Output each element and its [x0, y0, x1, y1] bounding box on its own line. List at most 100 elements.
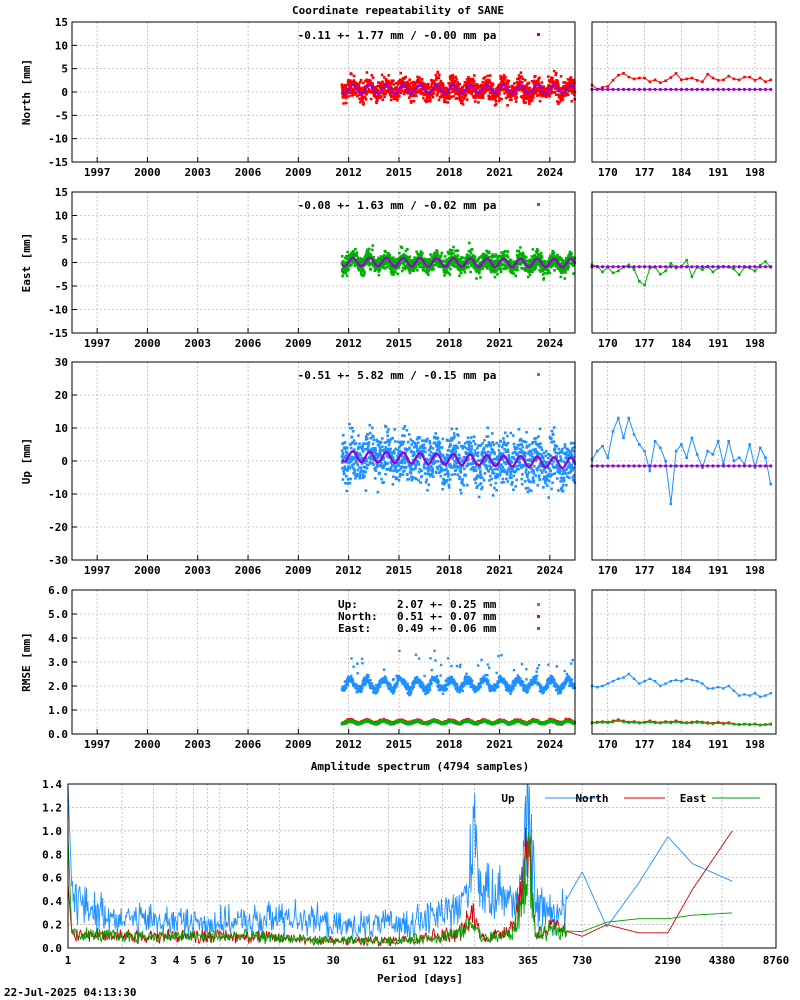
data-point: [512, 82, 516, 85]
data-point: [442, 478, 446, 482]
data-point: [520, 81, 524, 84]
data-point: [554, 83, 558, 86]
data-point: [520, 75, 523, 78]
data-point: [396, 95, 400, 99]
data-point: [507, 85, 511, 89]
data-point: [520, 443, 524, 446]
data-point: [452, 448, 455, 452]
data-point: [404, 465, 408, 469]
data-point: [402, 455, 406, 459]
data-point: [520, 482, 524, 486]
data-point: [395, 86, 399, 89]
data-point: [358, 466, 361, 469]
y-tick-label: 0: [61, 257, 68, 270]
data-point: [486, 435, 490, 438]
data-point: [404, 75, 408, 79]
data-point: [461, 447, 465, 450]
data-point: [397, 479, 401, 482]
legend-marker: [537, 203, 540, 206]
data-point: [448, 91, 452, 95]
data-point: [547, 456, 550, 460]
data-point: [342, 441, 346, 445]
data-point: [523, 258, 526, 261]
data-point: [434, 441, 437, 444]
data-point: [383, 441, 387, 444]
data-point: [429, 474, 432, 478]
data-point: [531, 455, 534, 459]
data-point: [349, 260, 352, 264]
data-point: [452, 245, 455, 249]
data-point: [390, 79, 394, 83]
data-point: [529, 258, 533, 262]
data-point: [562, 271, 565, 274]
data-point: [561, 472, 564, 476]
data-point: [480, 92, 484, 96]
data-point: [503, 92, 506, 95]
data-point: [548, 90, 552, 94]
data-point: [408, 268, 412, 271]
data-point: [486, 450, 490, 454]
data-point: [360, 86, 364, 90]
data-point: [385, 468, 389, 471]
data-point: [443, 100, 446, 104]
rmse-point: [385, 677, 388, 680]
data-point: [401, 465, 405, 469]
data-point: [481, 266, 484, 270]
data-point: [440, 467, 444, 470]
data-point: [447, 456, 450, 459]
data-point: [477, 466, 481, 470]
data-point: [422, 450, 425, 453]
data-point: [522, 440, 526, 443]
data-point: [552, 440, 555, 443]
data-point: [380, 95, 383, 98]
data-point: [391, 266, 394, 270]
data-point: [490, 432, 494, 435]
data-point: [474, 451, 477, 455]
data-point: [377, 92, 381, 96]
data-point: [420, 262, 424, 266]
model-curve: [341, 256, 576, 269]
data-point: [386, 430, 389, 434]
data-point: [396, 461, 400, 465]
data-point: [352, 462, 356, 466]
rmse-point: [349, 680, 352, 683]
data-point: [401, 79, 405, 82]
data-point: [467, 75, 470, 79]
data-point: [382, 82, 386, 86]
data-point: [546, 466, 550, 470]
y-tick-label: 20: [55, 389, 68, 402]
data-point: [566, 78, 570, 81]
data-point: [564, 81, 568, 84]
data-point: [488, 80, 492, 84]
data-point: [431, 466, 434, 470]
data-point: [561, 451, 564, 454]
data-point: [358, 472, 362, 476]
data-point: [452, 95, 455, 98]
data-point: [372, 463, 375, 466]
data-point: [572, 78, 576, 82]
data-point: [352, 471, 355, 475]
rmse-point: [396, 681, 399, 684]
data-point: [352, 74, 356, 78]
data-point: [534, 266, 538, 269]
data-point: [537, 82, 541, 85]
data-point: [446, 470, 449, 473]
data-point: [418, 436, 421, 439]
data-point: [370, 454, 374, 458]
data-point: [555, 93, 558, 96]
data-point: [445, 458, 448, 462]
data-point: [477, 256, 481, 260]
data-point: [379, 255, 383, 258]
x-tick-label: 2000: [134, 337, 161, 350]
data-point: [342, 261, 346, 265]
rmse-point: [349, 676, 353, 680]
data-point: [535, 89, 538, 92]
data-point: [361, 258, 365, 261]
data-point: [568, 476, 571, 479]
data-point: [468, 440, 471, 444]
data-point: [456, 473, 459, 477]
data-point: [481, 451, 485, 455]
data-point: [342, 469, 345, 473]
data-point: [465, 98, 469, 101]
data-point: [565, 265, 568, 268]
